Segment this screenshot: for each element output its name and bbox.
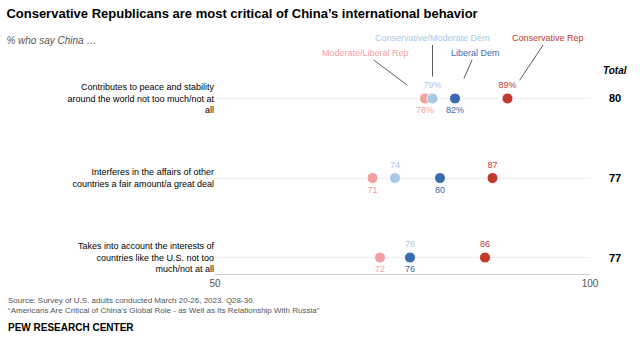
svg-text:50: 50 xyxy=(209,278,221,289)
svg-text:79%: 79% xyxy=(423,80,441,90)
svg-text:Liberal Dem: Liberal Dem xyxy=(451,48,500,58)
svg-text:Source: Survey of U.S. adults: Source: Survey of U.S. adults conducted … xyxy=(8,296,320,315)
svg-text:80: 80 xyxy=(609,92,621,104)
svg-text:77: 77 xyxy=(609,172,621,184)
svg-text:Total: Total xyxy=(603,65,627,76)
svg-text:77: 77 xyxy=(609,252,621,264)
svg-text:78%: 78% xyxy=(416,105,434,115)
svg-text:Conservative Rep: Conservative Rep xyxy=(512,33,584,43)
svg-text:76: 76 xyxy=(405,239,415,249)
svg-text:80: 80 xyxy=(435,185,445,195)
svg-text:Conservative Republicans are m: Conservative Republicans are most critic… xyxy=(6,6,477,21)
svg-text:76: 76 xyxy=(405,264,415,274)
svg-text:Takes into account the interes: Takes into account the interests ofcount… xyxy=(78,241,215,274)
svg-text:Moderate/Liberal Rep: Moderate/Liberal Rep xyxy=(322,48,409,58)
svg-text:72: 72 xyxy=(375,264,385,274)
svg-text:100: 100 xyxy=(582,278,599,289)
svg-text:86: 86 xyxy=(480,239,490,249)
svg-text:74: 74 xyxy=(390,160,400,170)
svg-text:Interferes in the affairs of o: Interferes in the affairs of othercountr… xyxy=(72,167,214,189)
svg-text:Contributes to peace and stabi: Contributes to peace and stabilityaround… xyxy=(67,82,214,115)
svg-text:Conservative/Moderate Dem: Conservative/Moderate Dem xyxy=(375,33,490,43)
svg-text:PEW RESEARCH CENTER: PEW RESEARCH CENTER xyxy=(8,322,134,333)
svg-text:87: 87 xyxy=(487,160,497,170)
svg-text:89%: 89% xyxy=(498,80,516,90)
svg-text:71: 71 xyxy=(367,185,377,195)
svg-text:82%: 82% xyxy=(446,105,464,115)
svg-text:% who say China …: % who say China … xyxy=(6,35,96,46)
